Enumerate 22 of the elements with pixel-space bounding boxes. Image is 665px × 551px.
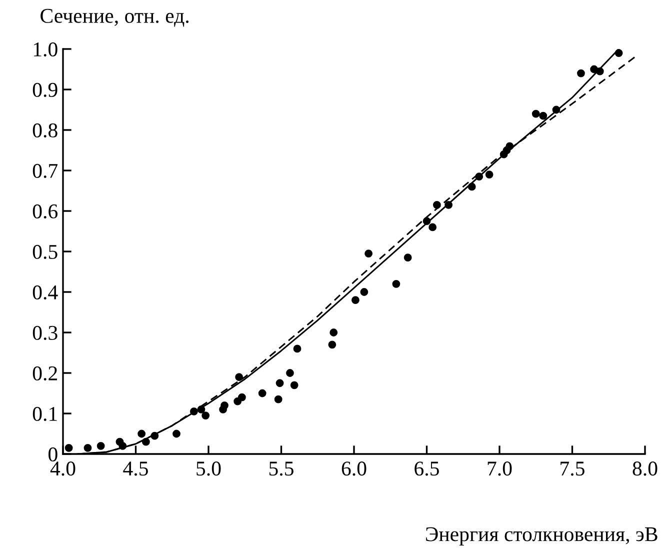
x-tick-label: 4.5 (123, 462, 148, 476)
x-tick-label: 4.0 (50, 462, 76, 476)
y-axis-title: Сечение, отн. ед. (40, 8, 188, 27)
y-tick-label: 0.6 (32, 204, 58, 219)
y-tick-label: 0 (48, 447, 58, 462)
x-tick-label: 7.0 (488, 462, 512, 476)
y-tick-label: 0.9 (32, 82, 58, 98)
y-tick-label: 0.2 (32, 366, 57, 381)
y-tick-label: 0.3 (32, 326, 58, 340)
y-tick-label: 1.0 (34, 42, 58, 57)
x-tick-label: 5.5 (269, 462, 294, 476)
y-tick-label: 0.8 (32, 123, 58, 138)
y-tick-label: 0.5 (32, 244, 58, 260)
x-tick-label: 7.5 (560, 462, 584, 476)
x-tick-label: 6.0 (342, 462, 366, 476)
y-tick-label: 0.4 (32, 285, 58, 300)
x-tick-label: 5.0 (196, 462, 221, 476)
x-tick-label: 6.5 (414, 462, 439, 476)
y-tick-label: 0.1 (32, 406, 57, 422)
y-tick-label: 0.7 (32, 164, 58, 178)
x-axis-title: Энергия столкновения, эВ (426, 527, 658, 546)
x-tick-label: 8.0 (632, 462, 658, 476)
